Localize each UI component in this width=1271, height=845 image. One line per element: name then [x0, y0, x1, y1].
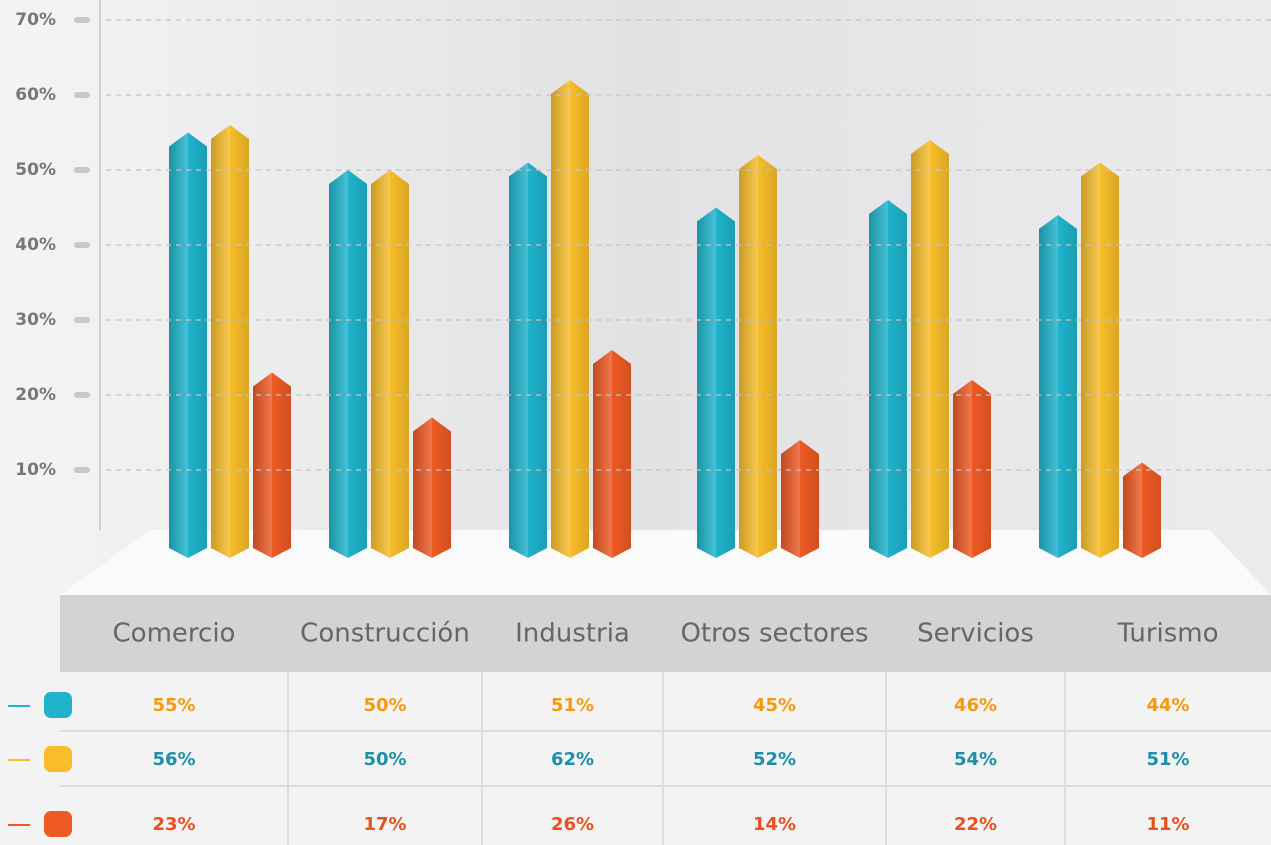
y-tick-label: 40% — [15, 235, 56, 255]
tick-mark — [74, 392, 90, 398]
value-label: 50% — [363, 749, 406, 770]
value-label: 23% — [152, 814, 195, 835]
bar-shading — [911, 140, 949, 558]
bar-shading — [371, 170, 409, 558]
bar-shading — [169, 132, 207, 558]
bar-shading — [869, 200, 907, 558]
bar-shading — [509, 162, 547, 558]
value-label: 22% — [954, 814, 997, 835]
legend-swatch — [44, 692, 72, 718]
bar-shading — [551, 80, 589, 558]
value-label: 44% — [1146, 695, 1189, 716]
bar-shading — [253, 372, 291, 558]
bar-shading — [697, 207, 735, 558]
tick-mark — [74, 17, 90, 23]
bar-shading — [953, 380, 991, 558]
value-label: 56% — [152, 749, 195, 770]
bar-shading — [1039, 215, 1077, 558]
bar-shading — [593, 350, 631, 558]
y-tick-label: 20% — [15, 385, 56, 405]
tick-mark — [74, 467, 90, 473]
y-tick-label: 60% — [15, 85, 56, 105]
legend-swatch — [44, 746, 72, 772]
value-label: 50% — [363, 695, 406, 716]
bar-shading — [781, 440, 819, 558]
value-label: 55% — [152, 695, 195, 716]
bar-shading — [739, 155, 777, 558]
bar-shading — [211, 125, 249, 558]
bar-shading — [329, 170, 367, 558]
bar-shading — [1081, 162, 1119, 558]
value-label: 51% — [1146, 749, 1189, 770]
x-tick-label: Otros sectores — [680, 619, 868, 649]
x-tick-label: Industria — [515, 619, 630, 649]
tick-mark — [74, 92, 90, 98]
x-tick-label: Turismo — [1116, 619, 1218, 649]
x-tick-label: Comercio — [113, 619, 236, 649]
value-label: 51% — [551, 695, 594, 716]
value-label: 17% — [363, 814, 406, 835]
header-band — [60, 595, 1271, 672]
value-label: 26% — [551, 814, 594, 835]
value-label: 45% — [753, 695, 796, 716]
bar-shading — [413, 417, 451, 558]
y-tick-label: 50% — [15, 160, 56, 180]
value-label: 54% — [954, 749, 997, 770]
tick-mark — [74, 317, 90, 323]
bars — [169, 80, 1161, 558]
value-label: 52% — [753, 749, 796, 770]
value-label: 14% — [753, 814, 796, 835]
tick-mark — [74, 242, 90, 248]
x-tick-label: Construcción — [300, 619, 470, 649]
x-tick-label: Servicios — [917, 619, 1034, 649]
tick-mark — [74, 167, 90, 173]
value-label: 11% — [1146, 814, 1189, 835]
bar-shading — [1123, 462, 1161, 558]
y-tick-label: 30% — [15, 310, 56, 330]
legend-swatch — [44, 811, 72, 837]
y-tick-label: 10% — [15, 460, 56, 480]
y-tick-label: 70% — [15, 10, 56, 30]
table-body — [60, 672, 1271, 845]
value-label: 46% — [954, 695, 997, 716]
value-label: 62% — [551, 749, 594, 770]
